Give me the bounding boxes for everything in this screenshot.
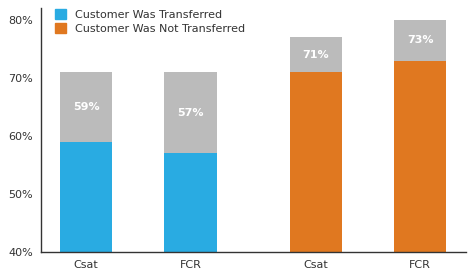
Bar [394, 61, 447, 252]
Text: 59%: 59% [73, 102, 100, 112]
Bar [60, 142, 112, 252]
Bar [290, 37, 342, 72]
Bar [164, 153, 217, 252]
Bar [290, 72, 342, 252]
Bar [394, 20, 447, 61]
Bar [164, 72, 217, 153]
Text: 57%: 57% [177, 108, 204, 118]
Bar [60, 72, 112, 142]
Legend: Customer Was Transferred, Customer Was Not Transferred: Customer Was Transferred, Customer Was N… [55, 9, 245, 34]
Text: 73%: 73% [407, 35, 434, 45]
Text: 71%: 71% [302, 50, 329, 60]
